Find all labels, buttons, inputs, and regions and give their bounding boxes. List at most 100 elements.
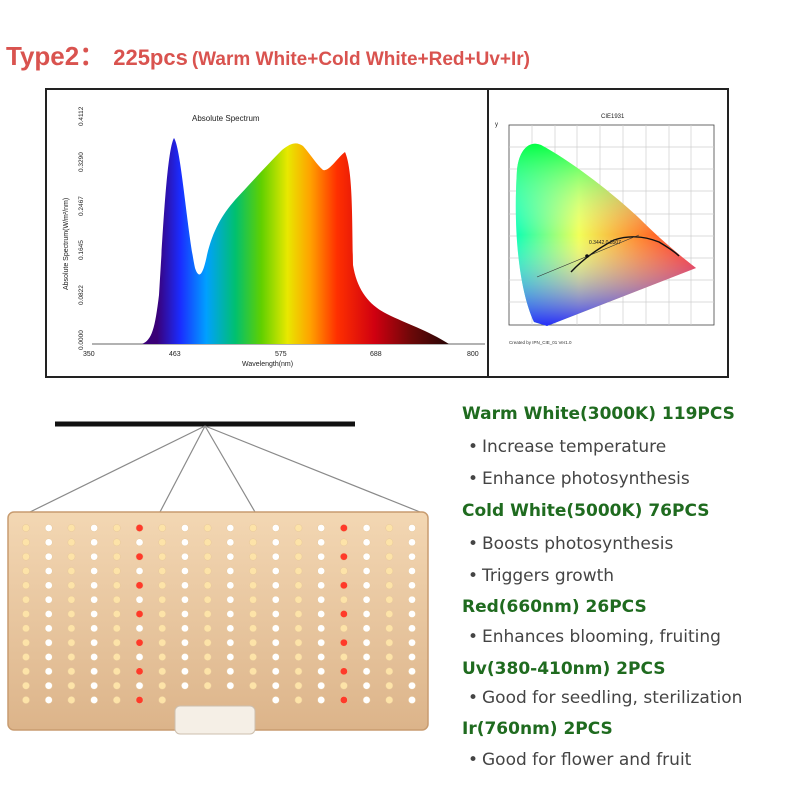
led-diode xyxy=(158,524,167,532)
led-diode xyxy=(181,681,189,690)
led-diode xyxy=(67,524,76,532)
led-diode xyxy=(158,696,167,704)
led-diode xyxy=(22,581,30,590)
led-type-heading: Ir(760nm) 2PCS xyxy=(462,719,613,739)
led-diode xyxy=(362,538,371,547)
led-diode xyxy=(385,624,394,633)
led-diode xyxy=(362,653,371,661)
led-diode xyxy=(135,667,144,676)
led-benefit-bullet: • Enhances blooming, fruiting xyxy=(468,627,721,647)
led-diode xyxy=(294,638,303,647)
led-diode xyxy=(67,681,76,690)
led-diode xyxy=(112,552,121,561)
led-diode xyxy=(158,595,167,604)
product-headline: Type2： 225pcs (Warm White+Cold White+Red+U… xyxy=(6,36,530,73)
led-diode xyxy=(181,538,189,547)
led-diode xyxy=(340,524,348,532)
led-diode xyxy=(317,667,326,676)
led-diode xyxy=(181,610,189,618)
led-diode xyxy=(90,638,98,647)
led-diode xyxy=(408,552,416,561)
led-diode xyxy=(362,610,371,618)
led-diode xyxy=(135,610,144,618)
led-diode xyxy=(385,595,394,604)
led-diode xyxy=(408,538,416,547)
led-diode xyxy=(226,638,235,647)
planckian-locus xyxy=(570,236,680,273)
led-diode xyxy=(294,538,303,547)
y-tick-5: 0.4112 xyxy=(78,106,85,126)
led-diode xyxy=(135,581,144,590)
led-diode xyxy=(158,567,167,575)
led-diode xyxy=(249,681,257,690)
led-benefit-text: Triggers growth xyxy=(482,566,615,586)
led-type-heading: Cold White(5000K) 76PCS xyxy=(462,501,710,521)
led-diode xyxy=(22,681,30,690)
led-diode xyxy=(181,653,189,661)
led-diode xyxy=(385,653,394,661)
led-diode xyxy=(249,567,257,575)
led-type-heading-text: Warm White(3000K) 119PCS xyxy=(462,404,735,424)
led-diode xyxy=(294,567,303,575)
led-benefit-text: Good for flower and fruit xyxy=(482,750,692,770)
led-diode xyxy=(112,567,121,575)
led-diode xyxy=(317,581,326,590)
cie-gamut-shade xyxy=(515,143,696,326)
led-diode xyxy=(135,552,144,561)
x-tick-2: 575 xyxy=(275,351,287,358)
led-diode xyxy=(203,581,212,590)
led-diode xyxy=(226,653,235,661)
cie-footer: Created by IPN_CIE_01 Ver1.0 xyxy=(509,340,572,345)
led-diode xyxy=(385,638,394,647)
bullet-point: • xyxy=(468,566,479,586)
led-diode xyxy=(271,581,280,590)
led-diode xyxy=(249,653,257,661)
x-tick-4: 800 xyxy=(467,351,479,358)
led-diode xyxy=(90,538,98,547)
spectrum-curve xyxy=(142,138,449,344)
led-diode xyxy=(112,653,121,661)
led-diode xyxy=(112,667,121,676)
led-diode xyxy=(67,567,76,575)
led-diode xyxy=(362,681,371,690)
cie-chromaticity-diagram: CIE1931 y 0.3442,0.3507 Created by IPN_C… xyxy=(495,114,715,345)
led-diode xyxy=(67,538,76,547)
led-diode xyxy=(181,552,189,561)
led-diode xyxy=(112,538,121,547)
led-diode xyxy=(44,696,53,704)
led-diode xyxy=(408,638,416,647)
led-diode xyxy=(22,696,30,704)
led-diode xyxy=(294,581,303,590)
led-diode xyxy=(249,638,257,647)
led-diode xyxy=(317,595,326,604)
led-diode xyxy=(294,667,303,676)
led-diode xyxy=(112,681,121,690)
led-diode xyxy=(226,552,235,561)
led-diode xyxy=(22,524,30,532)
led-diode xyxy=(317,696,326,704)
led-diode xyxy=(158,667,167,676)
led-diode xyxy=(90,696,98,704)
led-diode xyxy=(340,681,348,690)
led-diode xyxy=(90,610,98,618)
led-diode xyxy=(317,524,326,532)
x-tick-0: 350 xyxy=(83,351,95,358)
led-diode xyxy=(44,624,53,633)
led-benefit-text: Good for seedling, sterilization xyxy=(482,688,743,708)
led-type-heading: Warm White(3000K) 119PCS xyxy=(462,404,735,424)
spectrum-y-axis-label: Absolute Spectrum(W/m²/nm) xyxy=(63,198,70,290)
grow-light-drawing xyxy=(7,421,429,735)
led-diode xyxy=(226,681,235,690)
led-diode xyxy=(90,581,98,590)
led-diode xyxy=(22,567,30,575)
bullet-point: • xyxy=(468,534,479,554)
led-diode xyxy=(226,524,235,532)
led-benefit-text: Increase temperature xyxy=(482,437,667,457)
led-diode xyxy=(294,681,303,690)
led-benefit-bullet: • Good for flower and fruit xyxy=(468,750,691,770)
led-diode xyxy=(249,581,257,590)
led-diode xyxy=(249,610,257,618)
led-diode xyxy=(271,696,280,704)
led-diode xyxy=(408,595,416,604)
led-diode xyxy=(385,581,394,590)
